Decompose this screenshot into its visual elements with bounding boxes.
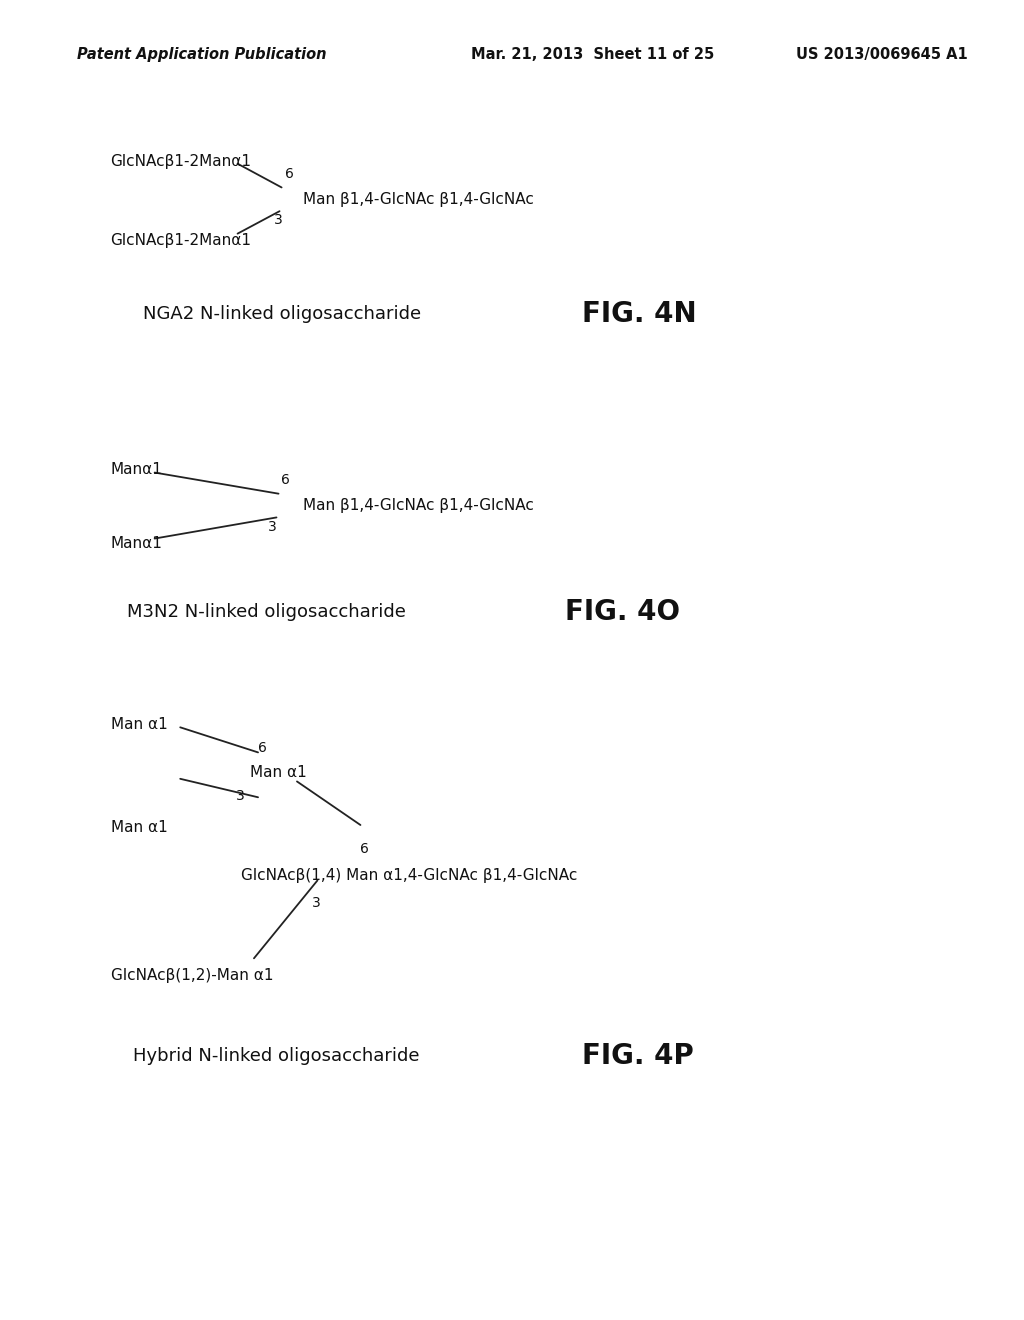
Text: 6: 6 — [281, 474, 290, 487]
Text: Manα1: Manα1 — [111, 536, 163, 552]
Text: 6: 6 — [285, 168, 294, 181]
Text: 3: 3 — [312, 896, 322, 909]
Text: GlcNAcβ(1,2)-Man α1: GlcNAcβ(1,2)-Man α1 — [111, 968, 273, 983]
Text: 6: 6 — [258, 742, 267, 755]
Text: 6: 6 — [360, 842, 370, 855]
Text: Manα1: Manα1 — [111, 462, 163, 478]
Text: FIG. 4O: FIG. 4O — [565, 598, 680, 627]
Text: M3N2 N-linked oligosaccharide: M3N2 N-linked oligosaccharide — [127, 603, 406, 622]
Text: Man α1: Man α1 — [111, 820, 167, 836]
Text: 3: 3 — [274, 214, 284, 227]
Text: Hybrid N-linked oligosaccharide: Hybrid N-linked oligosaccharide — [133, 1047, 420, 1065]
Text: Man β1,4-GlcNAc β1,4-GlcNAc: Man β1,4-GlcNAc β1,4-GlcNAc — [303, 191, 534, 207]
Text: 3: 3 — [236, 789, 245, 803]
Text: GlcNAcβ1-2Manα1: GlcNAcβ1-2Manα1 — [111, 153, 252, 169]
Text: Mar. 21, 2013  Sheet 11 of 25: Mar. 21, 2013 Sheet 11 of 25 — [471, 48, 715, 62]
Text: FIG. 4N: FIG. 4N — [582, 300, 696, 329]
Text: Man β1,4-GlcNAc β1,4-GlcNAc: Man β1,4-GlcNAc β1,4-GlcNAc — [303, 498, 534, 513]
Text: FIG. 4P: FIG. 4P — [582, 1041, 693, 1071]
Text: US 2013/0069645 A1: US 2013/0069645 A1 — [796, 48, 968, 62]
Text: NGA2 N-linked oligosaccharide: NGA2 N-linked oligosaccharide — [142, 305, 421, 323]
Text: GlcNAcβ(1,4) Man α1,4-GlcNAc β1,4-GlcNAc: GlcNAcβ(1,4) Man α1,4-GlcNAc β1,4-GlcNAc — [241, 867, 577, 883]
Text: Man α1: Man α1 — [250, 764, 306, 780]
Text: GlcNAcβ1-2Manα1: GlcNAcβ1-2Manα1 — [111, 232, 252, 248]
Text: Man α1: Man α1 — [111, 717, 167, 733]
Text: Patent Application Publication: Patent Application Publication — [77, 48, 327, 62]
Text: 3: 3 — [268, 520, 278, 533]
